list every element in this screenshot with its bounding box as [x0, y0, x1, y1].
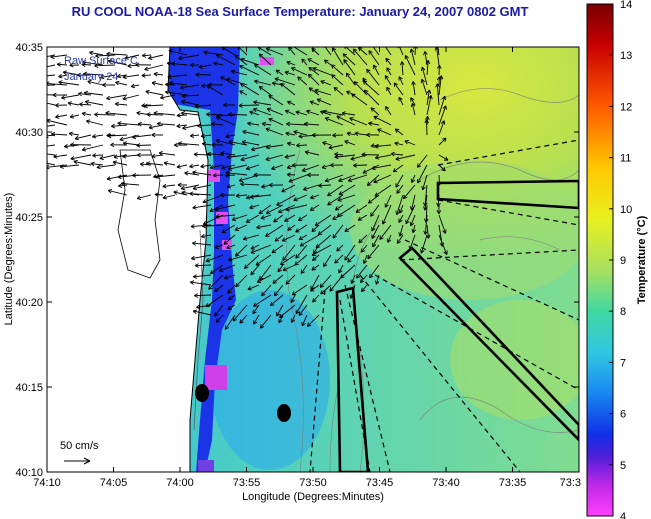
y-axis-label: Latitude (Degrees:Minutes) [3, 193, 15, 326]
y-tick-label: 40:10 [15, 467, 43, 479]
colorbar-tick-label: 14 [620, 0, 632, 11]
land-mass [47, 47, 209, 472]
x-tick-label: 73:45 [366, 477, 394, 489]
x-axis-label: Longitude (Degrees:Minutes) [242, 491, 384, 503]
x-tick-label: 74:05 [100, 477, 128, 489]
colorbar-tick-label: 13 [620, 50, 632, 62]
y-tick-label: 40:35 [15, 42, 43, 54]
colorbar-tick-label: 5 [620, 460, 626, 472]
x-axis: 74:10 74:05 74:00 73:55 73:50 73:45 73:40 73:35… [33, 47, 581, 489]
colorbar [586, 3, 614, 517]
colorbar-ticks: 14 13 12 11 10 9 8 7 6 5 4 [609, 0, 632, 519]
x-tick-label: 73:55 [233, 477, 261, 489]
colorbar-tick-label: 9 [620, 255, 626, 267]
map-plot-area [47, 47, 579, 472]
overlay-text-1: Raw Surface C [64, 55, 138, 67]
x-tick-label: 74:00 [166, 477, 194, 489]
colorbar-tick-label: 11 [620, 153, 631, 165]
colorbar-tick-label: 6 [620, 409, 626, 421]
colorbar-tick-label: 4 [620, 511, 626, 519]
cold-nearshore-water [150, 47, 240, 472]
y-tick-label: 40:30 [15, 127, 43, 139]
x-tick-label: 73:3 [560, 477, 581, 489]
colorbar-tick-label: 7 [620, 357, 626, 369]
x-tick-label: 73:35 [499, 477, 527, 489]
x-tick-label: 73:50 [299, 477, 327, 489]
overlay-text-2: January 24 [64, 71, 118, 83]
buoy-marker [195, 384, 209, 402]
colorbar-tick-label: 10 [620, 204, 632, 216]
scale-label: 50 cm/s [60, 440, 99, 452]
buoy-marker [277, 404, 291, 422]
y-tick-label: 40:25 [15, 212, 43, 224]
survey-boxes [335, 179, 579, 472]
y-tick-label: 40:20 [15, 297, 43, 309]
colorbar-label: Temperature (°C) [636, 215, 648, 304]
colorbar-tick-label: 12 [620, 101, 632, 113]
x-tick-label: 74:10 [33, 477, 61, 489]
surface-current-vectors [47, 47, 449, 330]
colorbar-tick-label: 8 [620, 306, 626, 318]
x-tick-label: 73:40 [432, 477, 460, 489]
map-title: RU COOL NOAA-18 Sea Surface Temperature:… [71, 4, 529, 19]
y-tick-label: 40:15 [15, 382, 43, 394]
y-axis: 40:35 40:30 40:25 40:20 40:15 40:10 [15, 42, 579, 479]
